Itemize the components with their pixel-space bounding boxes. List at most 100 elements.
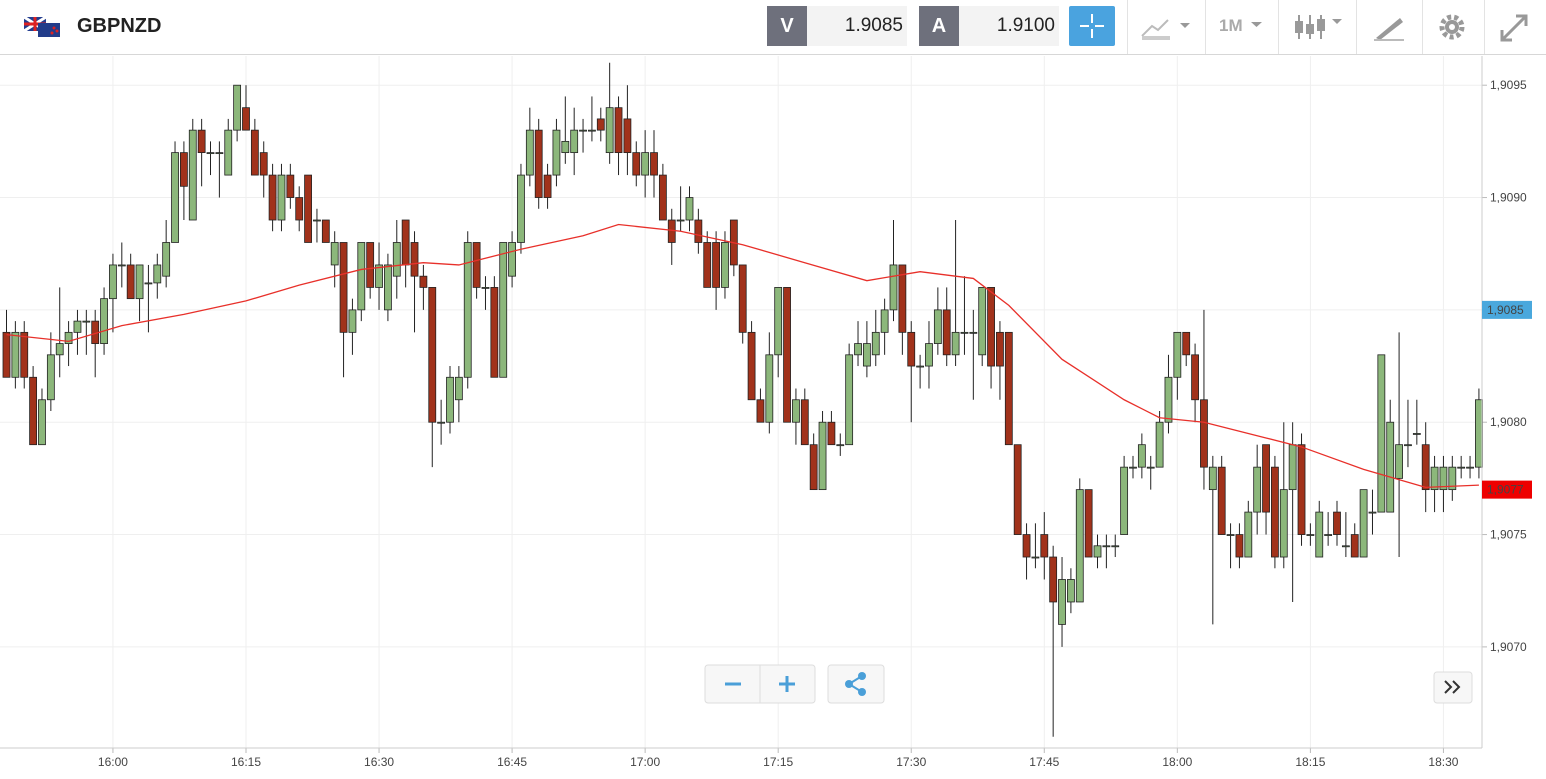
candle-body xyxy=(800,399,809,446)
candle-body xyxy=(738,264,747,333)
candle-body xyxy=(783,287,791,423)
candle-body xyxy=(321,219,330,243)
candle-body xyxy=(1439,466,1448,491)
candle-body xyxy=(1350,534,1359,558)
crosshair-button[interactable] xyxy=(1069,6,1115,46)
bid-price[interactable]: 1.9085 xyxy=(807,6,907,46)
candle-body xyxy=(1075,489,1084,603)
candle-body xyxy=(1102,545,1111,548)
candle-body xyxy=(925,343,933,367)
candle-body xyxy=(215,152,224,155)
fullscreen-button[interactable] xyxy=(1498,12,1532,44)
candle-body xyxy=(1013,444,1022,535)
candle-body xyxy=(916,365,925,368)
candle-body xyxy=(508,242,516,277)
ask-price[interactable]: 1.9100 xyxy=(959,6,1059,46)
candle-body xyxy=(703,242,712,288)
candle-body xyxy=(348,309,357,333)
separator xyxy=(1356,0,1357,54)
candle-body xyxy=(162,242,171,277)
candle-body xyxy=(46,354,55,401)
price-marker-label: 1,9077 xyxy=(1487,483,1524,497)
scroll-end-button[interactable] xyxy=(1433,671,1473,704)
candle-body xyxy=(579,129,587,132)
candle-body xyxy=(667,219,676,243)
candle-body xyxy=(188,129,197,221)
candle-body xyxy=(1359,489,1368,558)
candle-body xyxy=(1279,489,1288,558)
x-tick-label: 17:15 xyxy=(763,755,793,769)
chart-type-button[interactable] xyxy=(1138,14,1198,40)
candle-body xyxy=(641,152,650,176)
candle-body xyxy=(854,343,862,356)
candle-body xyxy=(463,242,472,378)
candle-body xyxy=(100,298,108,344)
candle-body xyxy=(570,129,579,154)
candle-body xyxy=(614,107,623,154)
crosshair-icon xyxy=(1080,14,1104,38)
candle-style-button[interactable] xyxy=(1290,12,1346,42)
candle-body xyxy=(375,264,383,288)
candle-body xyxy=(233,84,242,131)
candle-body xyxy=(1208,466,1217,491)
price-marker xyxy=(1482,300,1532,319)
settings-button[interactable] xyxy=(1436,12,1468,44)
share-button[interactable] xyxy=(827,664,885,704)
candle-body xyxy=(1368,511,1377,514)
candle-body xyxy=(1022,534,1031,558)
candle-body xyxy=(534,129,543,198)
candle-body xyxy=(29,376,38,446)
candle-body xyxy=(1448,466,1457,491)
candle-body xyxy=(1164,376,1173,423)
candle-body xyxy=(898,264,907,333)
candle-body xyxy=(410,242,419,277)
candle-body xyxy=(676,219,685,222)
candle-body xyxy=(250,129,259,176)
price-marker xyxy=(1482,480,1532,499)
candle-body xyxy=(1235,534,1244,558)
x-tick-label: 16:45 xyxy=(497,755,527,769)
candle-body xyxy=(1341,545,1350,548)
candle-body xyxy=(756,399,765,423)
candle-body xyxy=(242,107,250,131)
candle-body xyxy=(20,331,29,378)
candle-body xyxy=(862,343,871,367)
ask-label[interactable]: A xyxy=(919,6,959,46)
separator xyxy=(1127,0,1128,54)
candle-body xyxy=(1457,466,1466,469)
candle-body xyxy=(588,129,596,132)
candle-body xyxy=(313,219,321,222)
symbol: GBPNZD xyxy=(77,15,162,37)
bid-label[interactable]: V xyxy=(767,6,807,46)
candle-body xyxy=(117,264,126,267)
candle-body xyxy=(1217,466,1226,535)
candle-body xyxy=(1386,421,1395,513)
candle-body xyxy=(632,152,641,176)
candle-body xyxy=(64,331,73,344)
candle-body xyxy=(1049,556,1058,603)
y-tick-label: 1,9095 xyxy=(1490,78,1527,92)
candle-body xyxy=(1129,466,1137,469)
candle-body xyxy=(144,282,153,285)
candle-body xyxy=(561,140,570,154)
candle-body xyxy=(1146,466,1155,469)
draw-button[interactable] xyxy=(1372,12,1406,42)
candle-body xyxy=(951,331,960,356)
candle-body xyxy=(827,421,836,446)
timeframe[interactable]: 1M xyxy=(1219,16,1243,35)
candle-body xyxy=(454,376,463,401)
candle-body xyxy=(818,421,827,491)
candle-body xyxy=(126,264,135,300)
candle-body xyxy=(446,376,454,423)
candle-body xyxy=(1111,545,1120,548)
candle-body xyxy=(605,107,614,154)
candle-body xyxy=(277,174,286,221)
candle-body xyxy=(366,242,375,288)
candle-body xyxy=(268,174,277,221)
candle-body xyxy=(996,331,1004,367)
candle-body xyxy=(1155,421,1164,468)
candle-body xyxy=(845,354,854,446)
zoom-in-button[interactable] xyxy=(779,676,795,692)
candle-body xyxy=(135,264,144,300)
plot-area xyxy=(0,56,1487,753)
